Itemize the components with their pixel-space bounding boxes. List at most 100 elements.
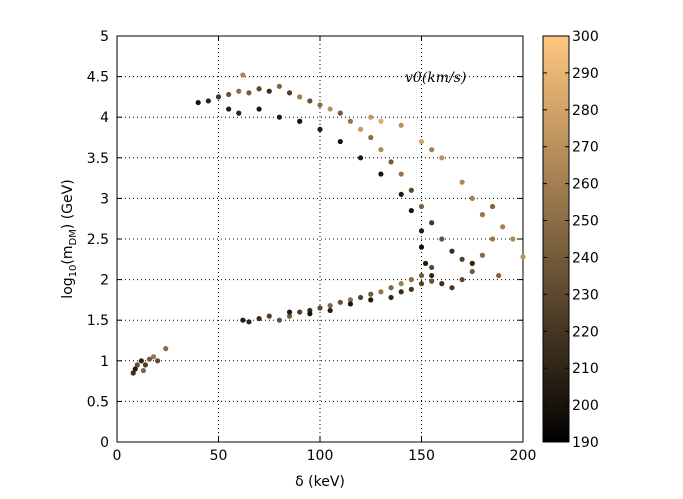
scatter-point bbox=[418, 138, 425, 145]
scatter-point bbox=[398, 191, 404, 197]
scatter-point bbox=[500, 224, 506, 230]
scatter-point bbox=[246, 319, 252, 325]
y-axis-label-log: log bbox=[60, 277, 76, 298]
scatter-point bbox=[469, 268, 475, 275]
scatter-point bbox=[489, 203, 496, 210]
x-tick-label: 100 bbox=[307, 448, 334, 464]
scatter-point bbox=[439, 155, 445, 161]
scatter-point bbox=[439, 281, 445, 287]
scatter-point bbox=[236, 110, 242, 116]
y-tick-label: 0 bbox=[100, 435, 109, 451]
colorbar-tick-label: 240 bbox=[572, 250, 599, 266]
scatter-point bbox=[226, 106, 232, 112]
y-tick-label: 5 bbox=[100, 29, 109, 45]
scatter-point bbox=[398, 289, 404, 295]
scatter-point bbox=[510, 236, 516, 242]
scatter-point bbox=[276, 83, 282, 89]
colorbar-tick-label: 230 bbox=[572, 287, 599, 303]
scatter-point bbox=[429, 272, 435, 279]
y-tick-label: 0.5 bbox=[87, 394, 109, 410]
colorbar-tick-label: 270 bbox=[572, 140, 599, 156]
x-axis-label: δ (keV) bbox=[295, 474, 345, 490]
scatter-point bbox=[297, 118, 303, 124]
y-tick-label: 1.5 bbox=[87, 313, 109, 329]
scatter-point bbox=[266, 88, 272, 94]
scatter-point bbox=[422, 260, 429, 266]
scatter-point bbox=[378, 147, 384, 153]
scatter-point bbox=[307, 98, 313, 104]
scatter-point bbox=[398, 122, 404, 128]
x-tick-label: 0 bbox=[113, 448, 122, 464]
scatter-point bbox=[327, 302, 333, 309]
scatter-point bbox=[368, 291, 374, 297]
scatter-point bbox=[449, 285, 455, 291]
scatter-point bbox=[256, 315, 262, 322]
scatter-point bbox=[246, 90, 252, 96]
scatter-point bbox=[398, 281, 404, 287]
scatter-point bbox=[256, 86, 262, 92]
colorbar-tick-label: 210 bbox=[572, 361, 599, 377]
y-axis-label-dm-sub: DM bbox=[68, 229, 79, 245]
colorbar-ticks: 190 200 210 220 230 240 250 260 270 280 290 300 bbox=[543, 29, 599, 451]
scatter-point bbox=[276, 114, 282, 120]
colorbar-tick-label: 250 bbox=[572, 214, 599, 230]
scatter-point bbox=[337, 299, 343, 305]
scatter-point bbox=[256, 106, 262, 112]
scatter-point bbox=[489, 236, 496, 242]
scatter-point bbox=[276, 317, 282, 323]
scatter-point bbox=[418, 281, 425, 287]
y-tick-label: 4 bbox=[100, 110, 109, 126]
scatter-point bbox=[146, 356, 153, 362]
scatter-point bbox=[240, 317, 246, 323]
scatter-point bbox=[429, 278, 435, 284]
x-tick-label: 200 bbox=[510, 448, 537, 464]
scatter-point bbox=[205, 98, 211, 104]
scatter-point bbox=[317, 305, 323, 311]
y-axis-label: log10(mDM) (GeV) bbox=[60, 179, 79, 298]
scatter-point bbox=[496, 272, 502, 279]
colorbar-tick-label: 290 bbox=[572, 66, 599, 82]
scatter-point bbox=[317, 102, 323, 108]
scatter-point bbox=[266, 313, 272, 319]
scatter-point bbox=[240, 72, 246, 78]
scatter-point bbox=[215, 94, 222, 100]
scatter-point bbox=[439, 236, 445, 242]
scatter-point bbox=[388, 285, 394, 291]
colorbar-tick-label: 200 bbox=[572, 398, 599, 414]
scatter-point bbox=[163, 346, 169, 352]
scatter-point bbox=[388, 294, 394, 301]
scatter-point bbox=[368, 114, 374, 120]
scatter-point bbox=[286, 309, 293, 315]
scatter-point bbox=[138, 358, 144, 364]
scatter-point bbox=[469, 260, 475, 266]
scatter-point bbox=[347, 118, 354, 124]
y-tick-label: 1 bbox=[100, 354, 109, 370]
scatter-point bbox=[130, 370, 136, 376]
scatter-point bbox=[297, 94, 303, 100]
scatter-point bbox=[142, 362, 149, 368]
y-tick-label: 3.5 bbox=[87, 151, 109, 167]
scatter-point bbox=[378, 289, 384, 295]
scatter-point bbox=[459, 256, 465, 262]
y-tick-label: 4.5 bbox=[87, 70, 109, 86]
x-axis-ticks: 0 50 100 150 200 bbox=[113, 36, 537, 464]
scatter-point bbox=[236, 88, 242, 94]
scatter-point bbox=[132, 366, 138, 372]
scatter-point bbox=[358, 155, 364, 161]
scatter-point bbox=[418, 244, 425, 250]
scatter-point bbox=[408, 286, 414, 292]
colorbar-tick-label: 190 bbox=[572, 435, 599, 451]
y-axis-label-unit: ) (GeV) bbox=[60, 179, 76, 229]
scatter-point bbox=[155, 358, 161, 364]
y-axis-ticks: 0 0.5 1 1.5 2 2.5 3 3.5 4 4.5 5 bbox=[87, 29, 523, 451]
scatter-point bbox=[358, 294, 364, 301]
y-tick-label: 2.5 bbox=[87, 232, 109, 248]
y-tick-label: 2 bbox=[100, 273, 109, 289]
colorbar-tick-label: 260 bbox=[572, 177, 599, 193]
scatter-point bbox=[317, 126, 323, 132]
scatter-point bbox=[195, 99, 201, 106]
scatter-point bbox=[449, 248, 455, 254]
scatter-point bbox=[418, 228, 425, 234]
scatter-point bbox=[347, 301, 354, 307]
x-tick-label: 150 bbox=[408, 448, 435, 464]
